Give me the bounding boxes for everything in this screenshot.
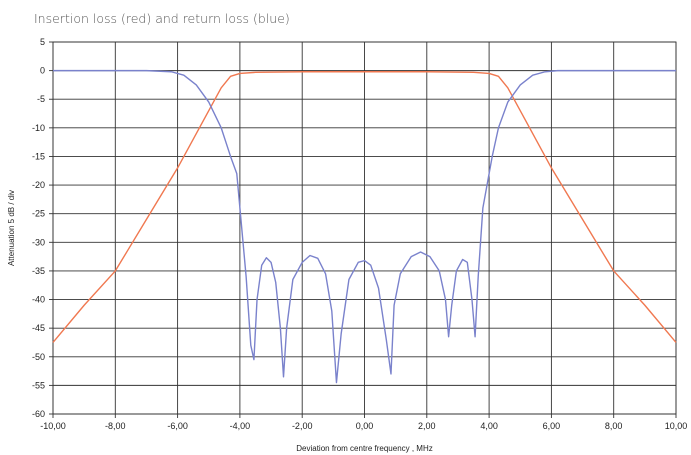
x-tick-label: -8,00: [105, 421, 126, 431]
chart-title: Insertion loss (red) and return loss (bl…: [34, 11, 290, 26]
y-tick-label: -55: [32, 380, 45, 390]
x-tick-label: 2,00: [418, 421, 436, 431]
y-tick-label: -5: [37, 94, 45, 104]
grid: [49, 41, 677, 418]
series: [52, 69, 677, 384]
y-tick-label: -15: [32, 151, 45, 161]
y-tick-label: 5: [40, 37, 45, 47]
y-tick-label: -40: [32, 295, 45, 305]
tick-labels: 5 0 -5 -10 -15 -20 -25 -30 -35 -40 -45 -50 -55 -60 -10…: [32, 37, 687, 431]
y-tick-label: -45: [32, 323, 45, 333]
x-tick-label: -2,00: [292, 421, 313, 431]
x-tick-label: 6,00: [543, 421, 561, 431]
insertion-loss-line: [52, 71, 677, 343]
x-tick-label: -4,00: [230, 421, 251, 431]
x-tick-label: -6,00: [167, 421, 188, 431]
y-tick-label: -10: [32, 123, 45, 133]
y-tick-label: -50: [32, 352, 45, 362]
y-tick-label: -20: [32, 180, 45, 190]
x-tick-label: 10,00: [665, 421, 688, 431]
x-tick-label: 4,00: [480, 421, 498, 431]
x-tick-label: 0,00: [356, 421, 374, 431]
y-tick-label: -60: [32, 409, 45, 419]
return-loss-line: [53, 69, 676, 384]
y-tick-label: -35: [32, 266, 45, 276]
y-tick-label: 0: [40, 66, 45, 76]
y-tick-label: -25: [32, 209, 45, 219]
y-tick-label: -30: [32, 237, 45, 247]
x-tick-label: -10,00: [40, 421, 66, 431]
x-tick-label: 8,00: [605, 421, 623, 431]
y-axis-label: Attenuation 5 dB / div: [7, 190, 16, 266]
x-axis-label: Deviation from centre frequency , MHz: [296, 444, 433, 453]
